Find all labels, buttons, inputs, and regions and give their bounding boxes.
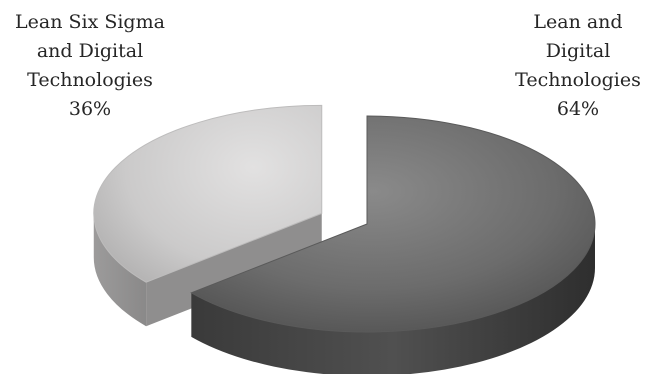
slice-label-line: Lean and — [533, 11, 623, 33]
slice-label-line: Technologies — [27, 69, 153, 91]
slice-label-line: Lean Six Sigma — [15, 11, 165, 33]
pie-slice-top — [190, 115, 596, 333]
slice-label-line: and Digital — [36, 40, 144, 62]
slice-label-line: Digital — [545, 40, 611, 62]
pie-slice-side — [93, 213, 147, 327]
pie-slice-cut-face — [146, 213, 322, 327]
slice-label-line: Technologies — [515, 69, 641, 91]
pie-slice-top — [93, 104, 323, 283]
slice-label-lean-six-sigma: Lean Six Sigma and Digital Technologies … — [0, 8, 180, 124]
pie-slice-0 — [93, 104, 323, 327]
slice-value-label: 36% — [68, 98, 112, 120]
slice-label-lean-digital: Lean and Digital Technologies 64% — [500, 8, 656, 124]
slice-value-label: 64% — [556, 98, 600, 120]
pie-slice-1 — [190, 115, 596, 374]
pie-slice-side — [191, 224, 595, 374]
